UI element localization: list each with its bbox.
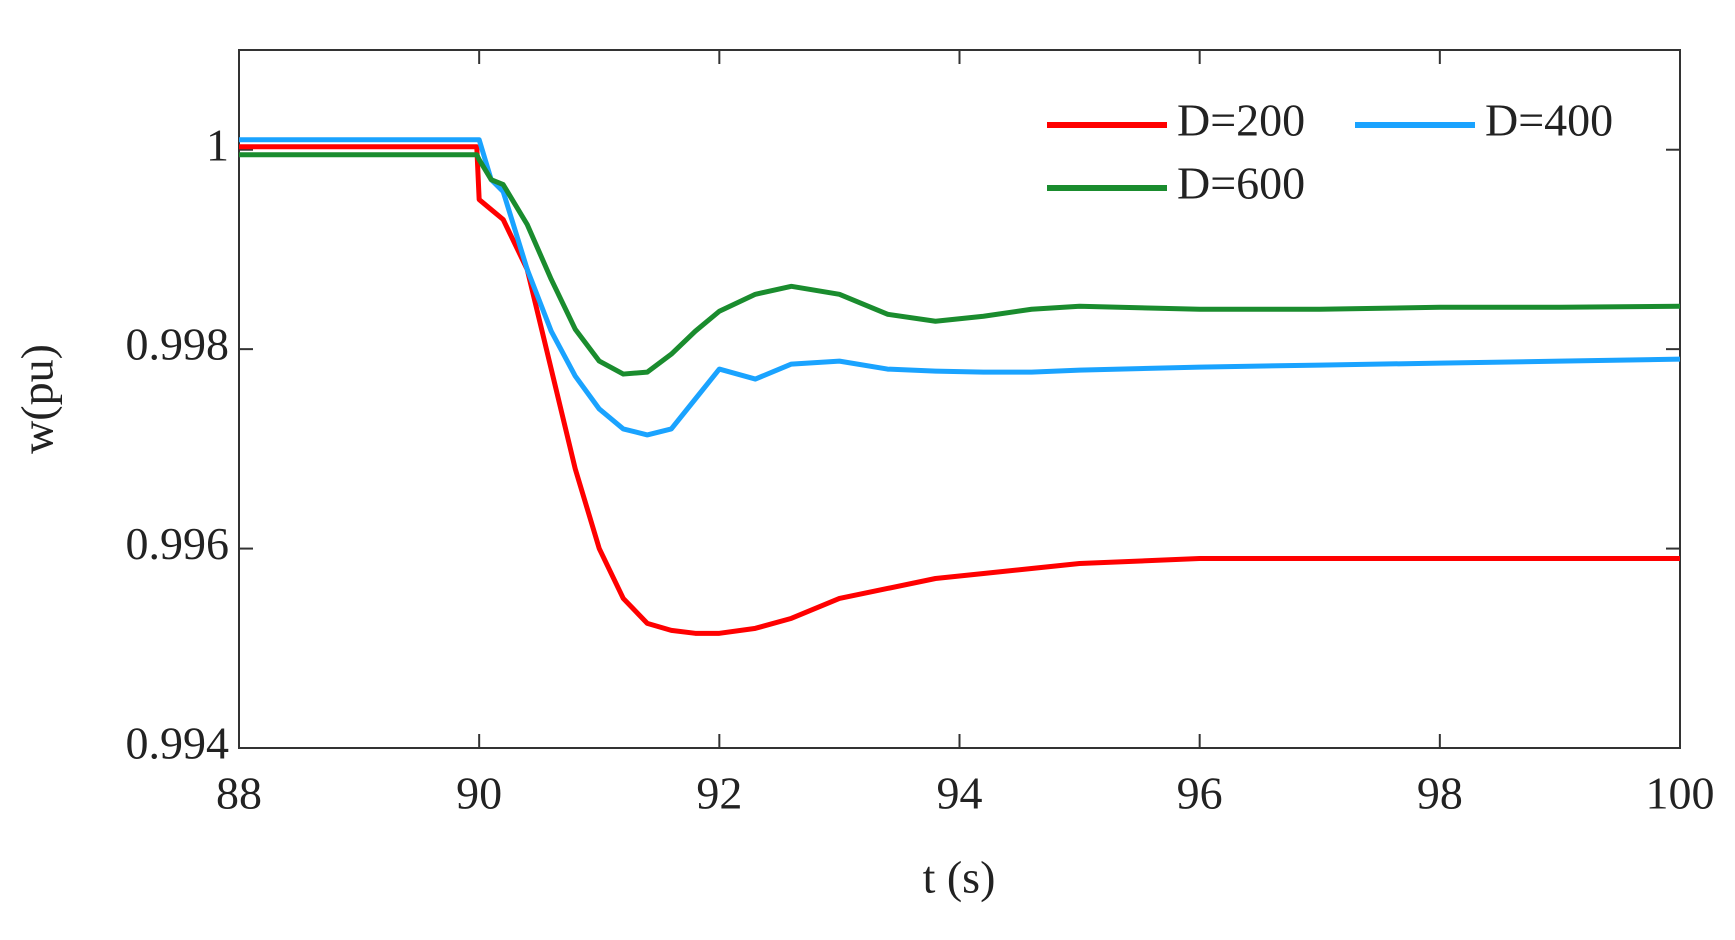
x-tick-label: 98 [1417,768,1463,819]
data-line [239,144,1680,636]
x-tick-label: 90 [456,768,502,819]
x-tick-label: 100 [1646,768,1715,819]
x-tick-label: 88 [216,768,262,819]
y-tick-label: 1 [206,119,229,170]
y-tick-label: 0.996 [126,518,230,569]
x-axis-label: t (s) [923,852,996,903]
y-tick-label: 0.998 [126,319,230,370]
legend-label: D=400 [1485,95,1613,146]
y-tick-label: 0.994 [126,718,230,769]
data-line [239,137,1681,438]
legend-label: D=200 [1177,95,1305,146]
x-tick-label: 94 [937,768,983,819]
y-axis-label: w(pu) [12,344,63,454]
x-tick-label: 92 [696,768,742,819]
data-line [239,152,1681,377]
legend-label: D=600 [1177,158,1305,209]
x-tick-label: 96 [1177,768,1223,819]
